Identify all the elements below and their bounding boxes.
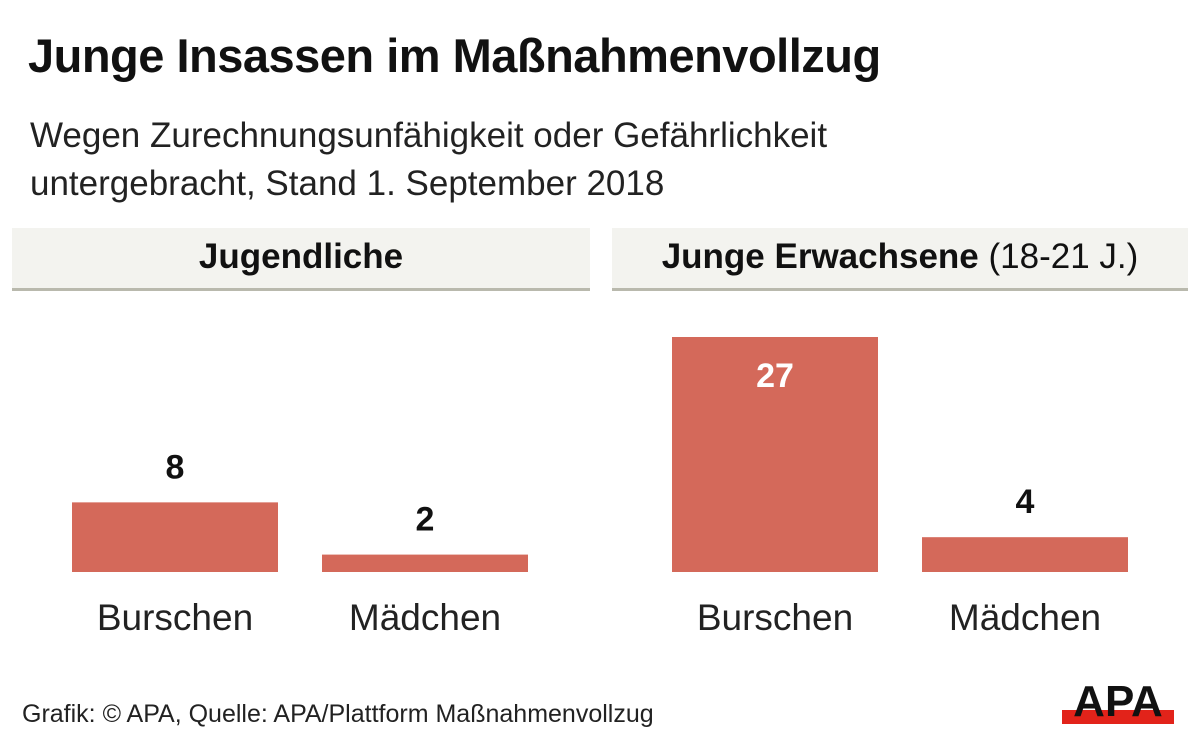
apa-logo: APA [1062,677,1174,726]
category-label: Burschen [697,597,853,638]
panel-header-jugendliche: Jugendliche [12,228,590,291]
data-label: 2 [416,501,435,539]
category-label: Mädchen [949,597,1101,638]
subtitle-line-1: Wegen Zurechnungsunfähigkeit oder Gefähr… [30,116,828,155]
panel-title: Jugendliche [198,237,404,276]
panel-title-suffix: (18-21 J.) [988,237,1139,276]
category-label: Burschen [97,597,253,638]
source-note: Grafik: © APA, Quelle: APA/Plattform Maß… [22,700,654,728]
panel-header-junge-erwachsene: Junge Erwachsene (18-21 J.) [612,228,1188,291]
data-label: 27 [756,357,794,395]
logo-red-bar [1062,710,1174,724]
bar-mädchen [322,554,528,572]
bar-burschen [672,337,878,572]
chart-title: Junge Insassen im Maßnahmenvollzug [28,29,881,82]
chart-subtitle: Wegen Zurechnungsunfähigkeit oder Gefähr… [30,112,1030,208]
data-label: 4 [1016,483,1035,521]
panel-title: Junge Erwachsene [661,237,979,276]
category-label: Mädchen [349,597,501,638]
bar-burschen [72,502,278,572]
logo-text: APA [1073,677,1163,726]
bar-mädchen [922,537,1128,572]
subtitle-line-2: untergebracht, Stand 1. September 2018 [30,164,665,203]
data-label: 8 [166,448,185,486]
